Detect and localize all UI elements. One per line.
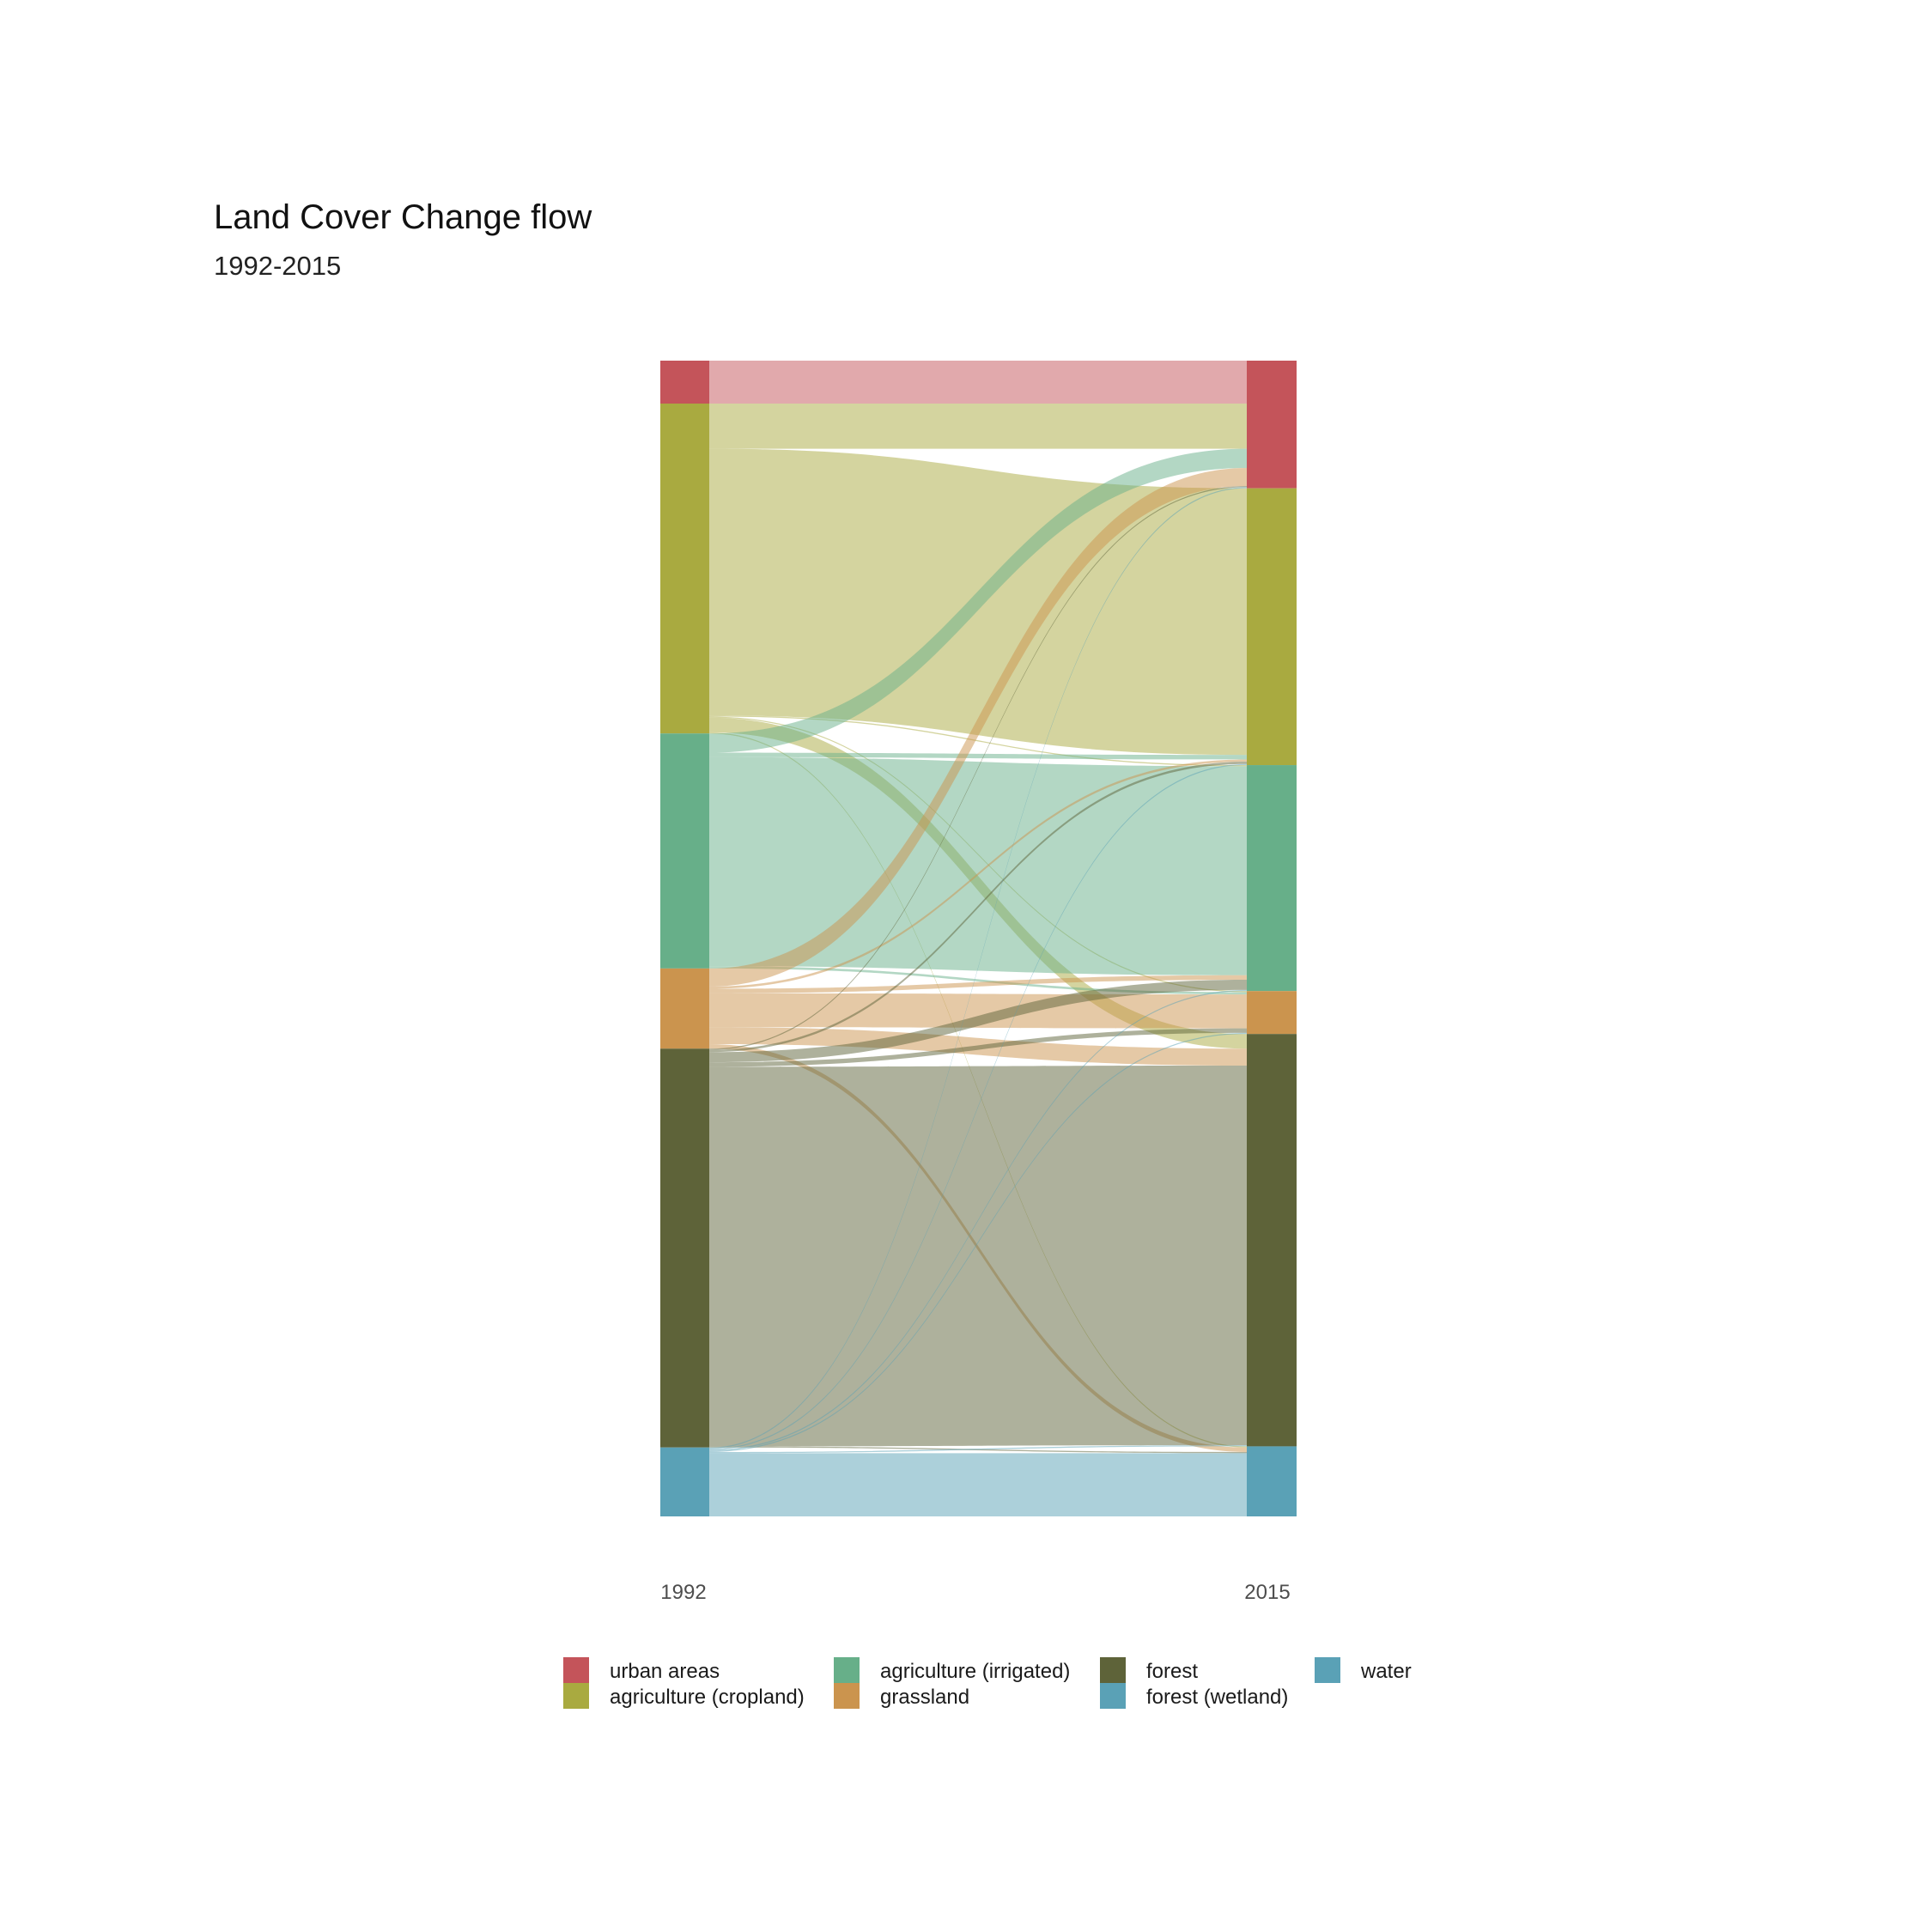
flow-water-to-water bbox=[709, 1453, 1247, 1516]
node-2015-urban bbox=[1247, 361, 1297, 489]
nodes-group bbox=[660, 361, 1297, 1516]
node-1992-cropland bbox=[660, 403, 709, 734]
legend-swatch-grassland bbox=[834, 1683, 860, 1709]
node-2015-irrigated bbox=[1247, 765, 1297, 992]
legend-label-irrigated: agriculture (irrigated) bbox=[880, 1660, 1070, 1683]
flow-irrigated-to-urban bbox=[709, 448, 1247, 753]
flows-group bbox=[709, 361, 1247, 1516]
node-2015-forest bbox=[1247, 1034, 1297, 1447]
flow-cropland-to-urban bbox=[709, 403, 1247, 449]
flow-irrigated-to-irrigated bbox=[709, 756, 1247, 975]
legend-label-water: water bbox=[1360, 1660, 1412, 1683]
flow-forest-to-cropland bbox=[709, 762, 1247, 1053]
flow-irrigated-to-grassland bbox=[709, 966, 1247, 995]
node-1992-water bbox=[660, 1447, 709, 1516]
legend-label-urban: urban areas bbox=[610, 1660, 720, 1683]
chart-title: Land Cover Change flow bbox=[214, 198, 592, 236]
flow-water-to-forest bbox=[709, 1445, 1247, 1454]
legend-swatch-wetland bbox=[1100, 1683, 1126, 1709]
flow-forest-to-grassland bbox=[709, 1028, 1247, 1067]
legend-swatch-cropland bbox=[563, 1683, 589, 1709]
chart-subtitle: 1992-2015 bbox=[214, 251, 341, 281]
legend-label-forest: forest bbox=[1146, 1660, 1198, 1683]
legend: urban areas agriculture (cropland) agricul… bbox=[563, 1657, 1412, 1709]
flow-cropland-to-irrigated bbox=[709, 715, 1247, 767]
flow-grassland-to-cropland bbox=[709, 759, 1247, 989]
flow-water-to-irrigated bbox=[709, 989, 1247, 1451]
node-1992-grassland bbox=[660, 968, 709, 1049]
flow-grassland-to-irrigated bbox=[709, 975, 1247, 993]
flow-forest-to-forest bbox=[709, 1066, 1247, 1447]
node-2015-grassland bbox=[1247, 991, 1297, 1035]
flow-water-to-grassland bbox=[709, 1032, 1247, 1453]
flow-urban-to-urban bbox=[709, 361, 1247, 404]
legend-swatch-irrigated bbox=[834, 1657, 860, 1683]
node-1992-forest bbox=[660, 1048, 709, 1448]
axis-label-right: 2015 bbox=[1244, 1581, 1290, 1604]
node-1992-irrigated bbox=[660, 733, 709, 969]
legend-label-cropland: agriculture (cropland) bbox=[610, 1686, 805, 1709]
flow-forest-to-irrigated bbox=[709, 980, 1247, 1063]
flow-water-to-cropland bbox=[709, 763, 1247, 1450]
flow-irrigated-to-cropland bbox=[709, 752, 1247, 760]
node-2015-water bbox=[1247, 1446, 1297, 1516]
axis-label-left: 1992 bbox=[660, 1581, 706, 1604]
node-2015-cropland bbox=[1247, 488, 1297, 766]
legend-label-grassland: grassland bbox=[880, 1686, 969, 1709]
legend-swatch-urban bbox=[563, 1657, 589, 1683]
node-1992-urban bbox=[660, 361, 709, 404]
flow-forest-to-urban bbox=[709, 486, 1247, 1050]
flow-water-to-urban bbox=[709, 487, 1247, 1449]
legend-swatch-water bbox=[1315, 1657, 1340, 1683]
flow-grassland-to-urban bbox=[709, 467, 1247, 987]
legend-label-wetland: forest (wetland) bbox=[1146, 1686, 1288, 1709]
legend-swatch-forest bbox=[1100, 1657, 1126, 1683]
